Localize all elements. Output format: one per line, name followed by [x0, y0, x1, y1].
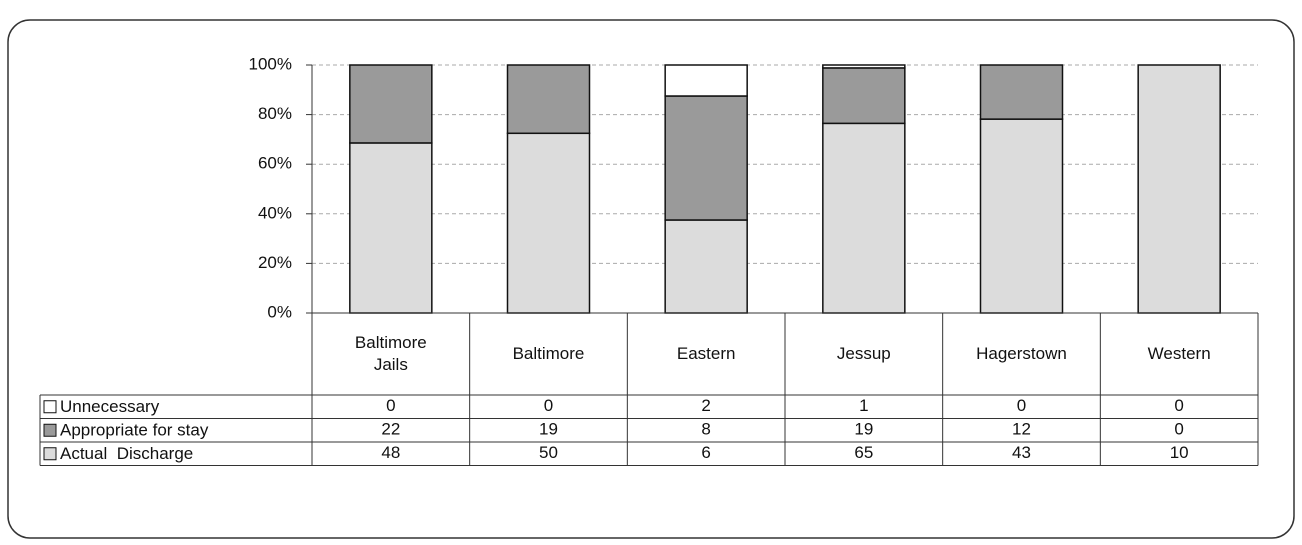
table-value: 0: [1174, 420, 1183, 439]
bar-segment: [506, 132, 591, 314]
bar-segment: [1137, 64, 1221, 314]
y-tick-label: 60%: [258, 154, 292, 173]
bar-segment: [822, 64, 906, 69]
table-value: 0: [1017, 396, 1026, 415]
table-value: 8: [701, 420, 710, 439]
legend-label: Unnecessary: [60, 397, 160, 416]
table-value: 22: [381, 420, 400, 439]
category-cell: Eastern: [676, 343, 736, 363]
table-value: 0: [1174, 396, 1183, 415]
bar-segment: [349, 142, 433, 314]
y-tick-label: 0%: [267, 302, 292, 321]
y-tick-label: 20%: [258, 253, 292, 272]
table-value: 0: [544, 396, 553, 415]
x-tick-label: Western: [1147, 343, 1211, 363]
x-tick-label: Baltimore Jails: [354, 332, 427, 374]
table-value: 6: [701, 443, 710, 462]
bar-segment: [664, 219, 748, 314]
y-tick-label: 100%: [249, 54, 292, 73]
x-tick-label: Hagerstown: [976, 343, 1067, 363]
bar-segment: [664, 95, 748, 221]
table-value: 19: [854, 420, 873, 439]
x-tick-label: Baltimore: [512, 343, 585, 363]
category-cell: Baltimore: [512, 343, 585, 363]
category-cell: Jessup: [836, 343, 891, 363]
chart-frame: [7, 19, 1295, 539]
bar-segment: [979, 118, 1064, 314]
bar-segment: [822, 122, 906, 314]
bar-segment: [979, 64, 1064, 120]
bar-segment: [822, 67, 906, 125]
table-value: 12: [1012, 420, 1031, 439]
table-value: 1: [859, 396, 868, 415]
bar-segment: [664, 64, 748, 97]
y-tick-label: 80%: [258, 104, 292, 123]
legend-swatch: [43, 447, 57, 461]
category-cell: Baltimore Jails: [354, 332, 427, 374]
table-value: 50: [539, 443, 558, 462]
bar-segment: [349, 64, 433, 144]
x-tick-label: Eastern: [676, 343, 736, 363]
bar-segment: [506, 64, 591, 135]
table-value: 48: [381, 443, 400, 462]
legend-swatch: [43, 400, 57, 414]
table-value: 10: [1170, 443, 1189, 462]
x-tick-label: Jessup: [836, 343, 891, 363]
table-value: 2: [701, 396, 710, 415]
legend-swatch: [43, 423, 57, 437]
y-tick-label: 40%: [258, 203, 292, 222]
table-value: 43: [1012, 443, 1031, 462]
legend-label: Actual Discharge: [60, 444, 193, 463]
table-value: 19: [539, 420, 558, 439]
category-cell: Western: [1147, 343, 1211, 363]
category-cell: Hagerstown: [976, 343, 1067, 363]
table-value: 65: [854, 443, 873, 462]
table-value: 0: [386, 396, 395, 415]
legend-label: Appropriate for stay: [60, 421, 209, 440]
